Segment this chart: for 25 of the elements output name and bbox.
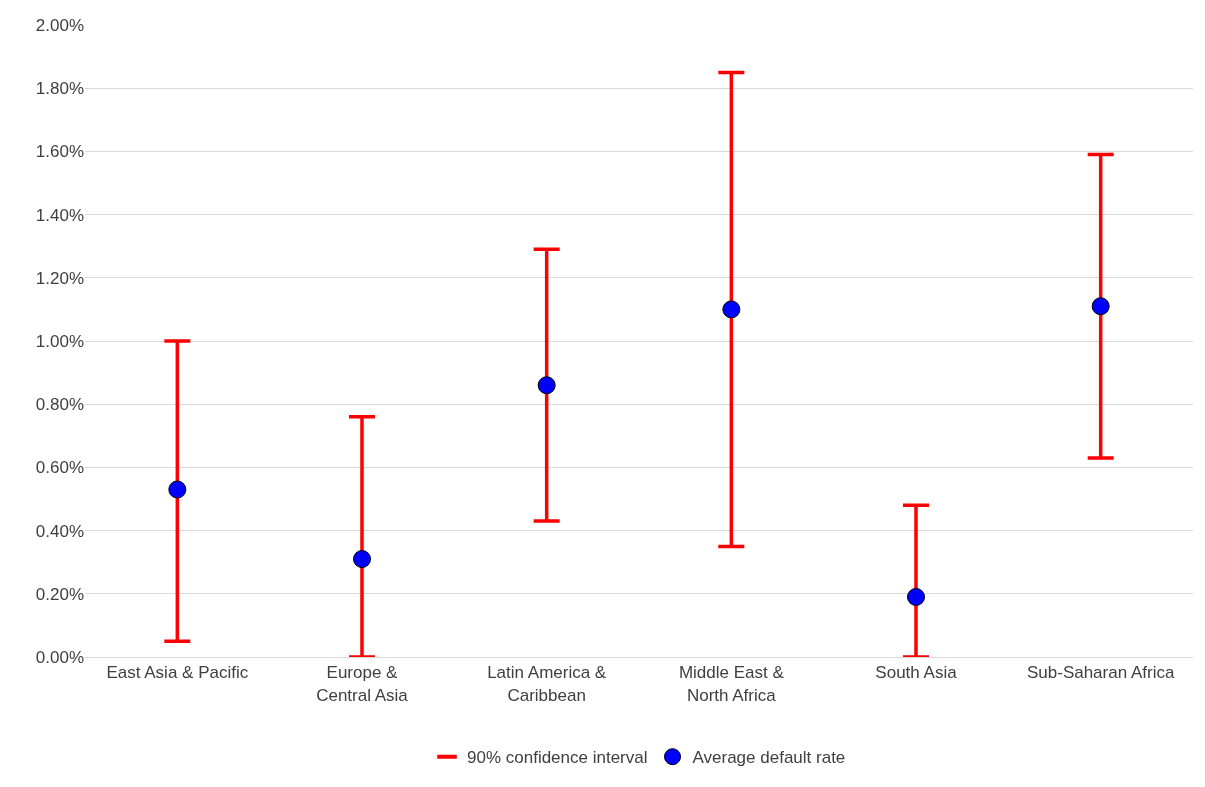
point [1091,297,1110,316]
y-tick-label: 1.40% [35,205,84,225]
x-tick-label: East Asia & Pacific [106,663,249,683]
legend-label: 90% confidence interval [467,748,648,768]
y-tick-label: 2.00% [35,15,84,35]
y-tick-label: 0.40% [35,521,84,541]
point [537,376,556,395]
point [722,300,741,319]
y-tick-label: 0.80% [35,395,84,415]
x-tick-label: Europe & Central Asia [316,663,409,705]
y-tick-label: 0.20% [35,584,84,604]
x-tick-label: Latin America & Caribbean [487,663,607,705]
point [168,480,187,499]
x-tick-label: Middle East & North Africa [678,663,785,705]
point [907,587,925,606]
y-tick-label: 0.60% [35,458,84,478]
y-tick-label: 1.60% [35,142,84,162]
x-tick-label: South Asia [875,663,958,683]
y-tick-label: 1.00% [35,331,84,351]
point [353,550,371,569]
legend-label: Average default rate [692,748,846,768]
x-tick-label: Sub-Saharan Africa [1026,663,1175,683]
y-tick-label: 1.80% [35,79,84,99]
y-tick-label: 1.20% [35,268,84,288]
y-tick-label: 0.00% [35,647,84,667]
